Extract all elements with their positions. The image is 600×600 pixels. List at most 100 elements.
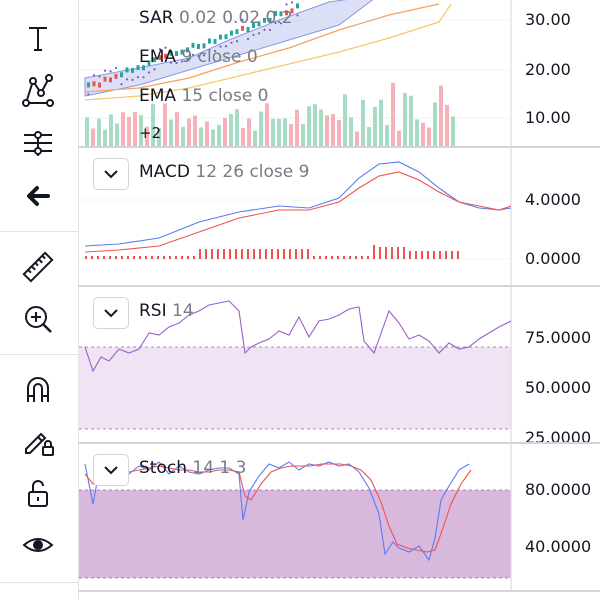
volume-bar	[361, 99, 365, 146]
sar-dot	[296, 14, 299, 17]
macd-histogram-bar	[271, 249, 273, 259]
pane-divider[interactable]	[79, 442, 600, 444]
volume-bar	[151, 103, 155, 146]
macd-histogram-bar	[139, 256, 141, 259]
stoch-pane[interactable]: Stoch 14 1 3 80.0000 40.0000	[79, 444, 600, 590]
collapse-stoch-button[interactable]	[93, 454, 129, 486]
sar-dot	[158, 48, 162, 51]
collapse-macd-button[interactable]	[93, 158, 129, 190]
volume-bar	[259, 111, 263, 146]
stoch-legend[interactable]: Stoch 14 1 3	[139, 458, 247, 478]
macd-legend[interactable]: MACD 12 26 close 9	[139, 162, 310, 182]
volume-bar	[187, 118, 191, 146]
stoch-d-line	[84, 463, 472, 553]
sar-dot	[169, 61, 173, 64]
macd-histogram-bar	[313, 256, 315, 259]
macd-histogram-bar	[397, 247, 399, 259]
macd-histogram-bar	[421, 251, 423, 259]
candle	[103, 76, 107, 82]
macd-histogram-bar	[457, 251, 459, 259]
volume-bar	[235, 109, 239, 146]
sar-dot	[186, 58, 189, 61]
price-axis-label: 20.00	[525, 60, 571, 79]
volume-bar	[181, 126, 185, 146]
signal-line	[84, 171, 512, 253]
candle	[164, 53, 167, 59]
pane-divider[interactable]	[79, 146, 600, 148]
sar-dot	[230, 41, 233, 44]
sar-dot	[164, 46, 167, 49]
zoom-tool[interactable]	[14, 298, 62, 340]
back-tool[interactable]	[14, 175, 62, 217]
visibility-tool[interactable]	[14, 524, 62, 566]
sar-dot	[109, 70, 112, 73]
legend-sar[interactable]: SAR 0.02 0.02 0.2	[139, 8, 293, 28]
candle	[153, 57, 156, 63]
sar-dot	[274, 21, 277, 25]
volume-bar	[427, 127, 431, 146]
candle	[263, 17, 266, 23]
more-indicators-badge[interactable]: +2	[139, 124, 162, 142]
measure-tool[interactable]	[14, 246, 62, 288]
pattern-tool[interactable]	[14, 70, 62, 112]
macd-plot	[79, 148, 512, 285]
macd-histogram-bar	[355, 256, 357, 259]
prediction-tool[interactable]	[14, 122, 62, 164]
price-pane[interactable]: 30.00 20.00 10.00 SAR 0.02 0.02 0.2 EMA …	[79, 0, 600, 146]
macd-histogram-bar	[391, 247, 393, 259]
macd-histogram-bar	[337, 256, 339, 259]
volume-bar	[451, 116, 455, 146]
legend-ema-15[interactable]: EMA 15 close 0	[139, 86, 269, 106]
text-tool[interactable]	[14, 18, 62, 60]
volume-bar	[175, 111, 179, 146]
sar-dot	[219, 45, 222, 48]
macd-pane[interactable]: MACD 12 26 close 9 4.0000 0.0000	[79, 148, 600, 285]
candle	[224, 34, 228, 40]
volume-bar	[391, 82, 395, 146]
rsi-legend[interactable]: RSI 14	[139, 301, 194, 321]
volume-bar	[403, 93, 407, 146]
magnet-tool[interactable]	[14, 368, 62, 410]
toolbar-separator	[0, 354, 78, 355]
arrow-left-icon	[27, 186, 50, 206]
macd-histogram-bar	[103, 256, 105, 259]
price-axis-label: 10.00	[525, 108, 571, 127]
sar-dot	[147, 71, 151, 74]
macd-histogram-bar	[205, 249, 207, 259]
sar-dot	[180, 60, 184, 63]
ema-fast-line	[84, 3, 440, 93]
candle	[109, 77, 112, 83]
candle	[114, 73, 118, 79]
macd-histogram-bar	[181, 256, 183, 259]
sar-dot	[92, 74, 96, 77]
collapse-rsi-button[interactable]	[93, 297, 129, 329]
legend-ema-9[interactable]: EMA 9 close 0	[139, 47, 258, 67]
sar-dot	[285, 3, 288, 6]
macd-histogram-bar	[217, 249, 219, 259]
macd-histogram-bar	[367, 256, 369, 259]
volume-bar	[223, 117, 227, 146]
rsi-line	[84, 300, 512, 373]
volume-bar	[367, 127, 371, 146]
candle	[191, 42, 195, 48]
sar-dot	[125, 78, 129, 81]
macd-histogram-bar	[259, 249, 261, 259]
rsi-pane[interactable]: RSI 14 75.0000 50.0000 25.0000	[79, 287, 600, 442]
lock-drawing-tool[interactable]	[14, 420, 62, 462]
macd-histogram-bar	[325, 256, 327, 259]
candle	[125, 67, 129, 73]
volume-bar	[337, 120, 341, 146]
pane-divider[interactable]	[79, 285, 600, 287]
lock-tool[interactable]	[14, 472, 62, 514]
macd-histogram-bar	[241, 249, 243, 259]
volume-bar	[241, 127, 245, 146]
volume-bar	[145, 126, 149, 146]
volume-bar	[193, 115, 197, 146]
macd-histogram-bar	[307, 249, 309, 259]
volume-bar	[103, 129, 107, 146]
pane-divider[interactable]	[79, 590, 600, 592]
macd-histogram-bar	[451, 251, 453, 259]
price-plot	[79, 0, 512, 146]
macd-histogram-bar	[199, 249, 201, 259]
candle	[92, 81, 96, 87]
